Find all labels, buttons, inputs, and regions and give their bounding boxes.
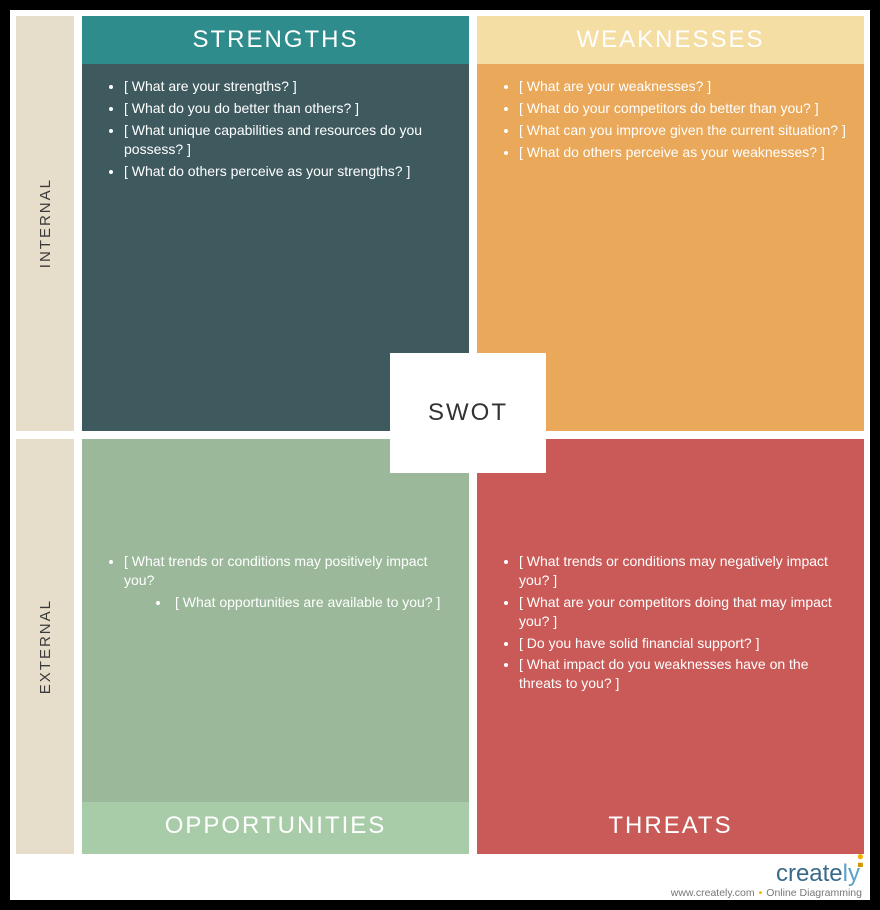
weaknesses-title: WEAKNESSES (477, 16, 864, 64)
dot-separator-icon: • (759, 887, 763, 899)
center-label: SWOT (428, 399, 508, 427)
tagline: www.creately.com •Online Diagramming (671, 888, 862, 899)
threats-body: [ What trends or conditions may negative… (477, 439, 864, 802)
list-item: [ What impact do you weaknesses have on … (519, 655, 848, 693)
swot-grid: INTERNAL STRENGTHS [ What are your stren… (16, 16, 864, 854)
list-item: [ What trends or conditions may negative… (519, 552, 848, 590)
list-item: [ What do your competitors do better tha… (519, 99, 848, 118)
tagline-desc: Online Diagramming (766, 887, 862, 899)
strengths-title: STRENGTHS (82, 16, 469, 64)
list-item: [ What do others perceive as your streng… (124, 162, 453, 181)
side-label-internal-text: INTERNAL (37, 178, 54, 268)
logo-text-a: create (776, 860, 843, 887)
threats-list: [ What trends or conditions may negative… (497, 552, 848, 693)
side-label-external-text: EXTERNAL (37, 599, 54, 694)
list-item: [ What are your competitors doing that m… (519, 593, 848, 631)
list-item: [ What can you improve given the current… (519, 121, 848, 140)
list-item: [ What do others perceive as your weakne… (519, 143, 848, 162)
list-item: [ What do you do better than others? ] (124, 99, 453, 118)
diagram-frame: INTERNAL STRENGTHS [ What are your stren… (0, 0, 880, 910)
creately-logo: creately ●▄ www.creately.com •Online Diag… (671, 862, 862, 899)
opportunities-body: [ What trends or conditions may positive… (82, 439, 469, 802)
opportunities-title: OPPORTUNITIES (82, 802, 469, 854)
lightbulb-icon: ●▄ (857, 850, 864, 865)
weaknesses-list: [ What are your weaknesses? ] [ What do … (497, 77, 848, 162)
strengths-list: [ What are your strengths? ] [ What do y… (102, 77, 453, 180)
list-item: [ What trends or conditions may positive… (124, 552, 453, 590)
tagline-url: www.creately.com (671, 887, 755, 899)
branding-bar: creately ●▄ www.creately.com •Online Diag… (671, 858, 862, 898)
threats-title: THREATS (477, 802, 864, 854)
center-label-box: SWOT (390, 353, 546, 473)
quadrant-threats: [ What trends or conditions may negative… (477, 439, 864, 854)
list-item: [ What unique capabilities and resources… (124, 121, 453, 159)
logo-word: creately ●▄ (776, 862, 862, 886)
side-label-external: EXTERNAL (16, 439, 74, 854)
list-item: [ Do you have solid financial support? ] (519, 634, 848, 653)
side-label-internal: INTERNAL (16, 16, 74, 431)
list-item: [ What opportunities are available to yo… (124, 593, 453, 612)
opportunities-list: [ What trends or conditions may positive… (102, 552, 453, 612)
list-item: [ What are your weaknesses? ] (519, 77, 848, 96)
quadrant-opportunities: [ What trends or conditions may positive… (82, 439, 469, 854)
list-item: [ What are your strengths? ] (124, 77, 453, 96)
